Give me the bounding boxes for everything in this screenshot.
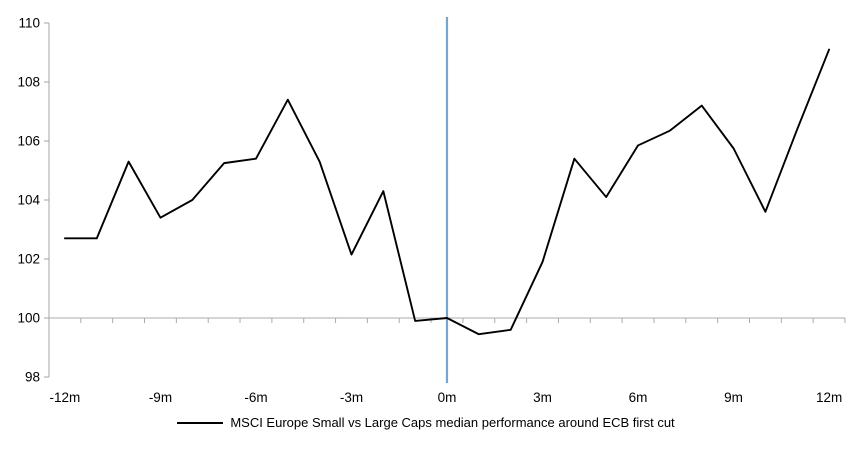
x-tick-label: 9m bbox=[724, 390, 743, 405]
y-tick-label: 104 bbox=[17, 193, 40, 208]
x-tick-label: -6m bbox=[244, 390, 267, 405]
y-tick-label: 102 bbox=[17, 252, 40, 267]
x-tick-labels: -12m -9m -6m -3m 0m 3m 6m 9m 12m bbox=[50, 390, 843, 405]
y-axis bbox=[44, 22, 50, 378]
x-tick-label: -3m bbox=[340, 390, 363, 405]
legend-line-sample-icon bbox=[177, 421, 224, 424]
x-tick-label: 6m bbox=[629, 390, 648, 405]
y-tick-label: 108 bbox=[17, 75, 40, 90]
legend-label: MSCI Europe Small vs Large Caps median p… bbox=[230, 415, 675, 430]
y-tick-label: 106 bbox=[17, 134, 40, 149]
x-tick-label: -12m bbox=[50, 390, 81, 405]
y-tick-label: 100 bbox=[17, 311, 40, 326]
y-tick-label: 110 bbox=[18, 16, 40, 31]
series-line bbox=[63, 48, 831, 336]
x-tick-label: 3m bbox=[533, 390, 552, 405]
chart-canvas: 98 100 102 104 106 108 110 -12m -9m -6m -3m 0m 3m 6m 9… bbox=[17, 16, 846, 405]
x-tick-label: 12m bbox=[816, 390, 842, 405]
x-tick-label: -9m bbox=[149, 390, 172, 405]
x-tick-label: 0m bbox=[438, 390, 457, 405]
y-tick-labels: 98 100 102 104 106 108 110 bbox=[17, 16, 40, 385]
chart-legend: MSCI Europe Small vs Large Caps median p… bbox=[0, 415, 852, 430]
y-tick-label: 98 bbox=[25, 370, 40, 385]
